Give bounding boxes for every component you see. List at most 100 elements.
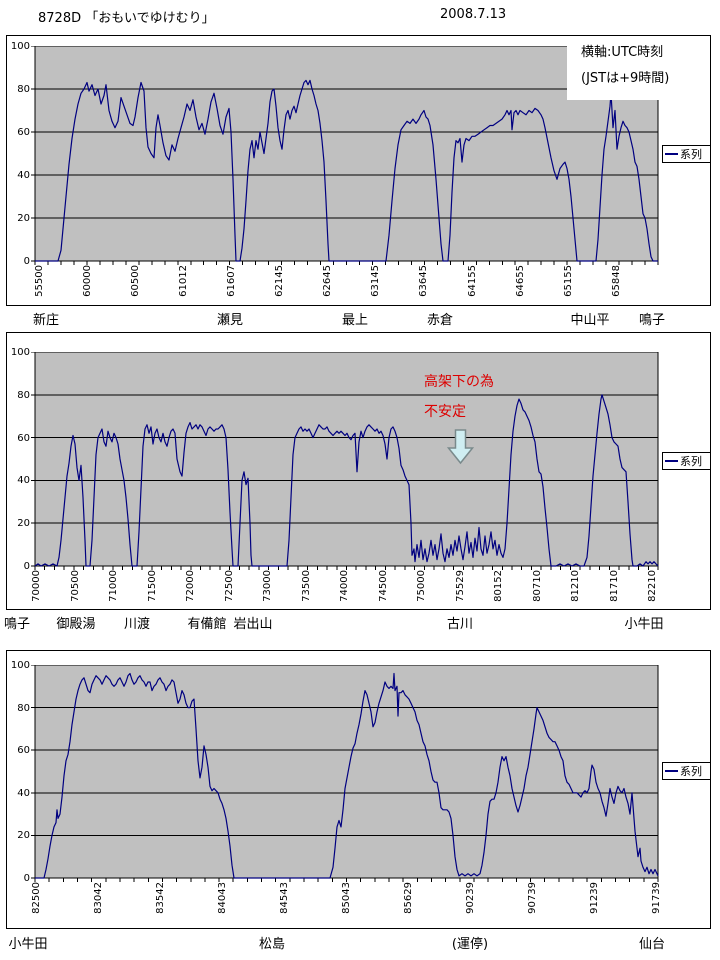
axis-note: 横軸:UTC時刻 (JSTは+9時間) — [567, 41, 710, 100]
y-tick-label: 40 — [17, 170, 30, 181]
x-tick-label: 74500 — [377, 570, 389, 602]
x-tick-label: 73000 — [262, 570, 273, 602]
x-tick-label: 62645 — [322, 265, 334, 297]
x-tick-label: 64655 — [514, 265, 526, 297]
axis-note-line2: (JSTは+9時間) — [581, 71, 670, 86]
station-label-中山平: 中山平 — [570, 313, 610, 328]
series-line-系列 — [35, 79, 658, 262]
legend-chart2: 系列 — [662, 452, 711, 470]
red-annotation-line1: 高架下の為 — [424, 374, 494, 390]
red-annotation-line2: 不安定 — [424, 404, 466, 420]
y-tick-label: 0 — [23, 561, 30, 572]
x-tick-label: 63645 — [418, 265, 430, 297]
x-tick-label: 61012 — [178, 265, 190, 297]
station-label-仙台: 仙台 — [638, 937, 666, 952]
x-tick-label: 80710 — [531, 570, 543, 602]
x-tick-label: 83542 — [155, 882, 166, 914]
x-tick-label: 90739 — [527, 882, 538, 914]
x-tick-label: 60000 — [82, 265, 94, 297]
x-tick-label: 91739 — [651, 882, 662, 914]
station-label-川渡: 川渡 — [123, 617, 151, 632]
y-tick-label: 40 — [17, 475, 30, 487]
station-label-小牛田: 小牛田 — [624, 617, 664, 632]
x-tick-label: 71500 — [146, 570, 158, 602]
legend-series-line-swatch — [665, 460, 678, 462]
y-tick-label: 40 — [17, 787, 30, 799]
legend-series-line-swatch — [665, 153, 678, 155]
station-label-新庄: 新庄 — [32, 313, 60, 328]
x-tick-label: 85629 — [403, 882, 414, 914]
legend-series-label: 系列 — [680, 764, 702, 778]
x-tick-label: 62145 — [274, 265, 286, 297]
station-label-瀬見: 瀬見 — [216, 313, 244, 328]
legend-series-label: 系列 — [680, 147, 702, 161]
y-tick-label: 100 — [10, 660, 30, 671]
down-arrow-icon — [447, 429, 474, 465]
y-tick-label: 60 — [17, 127, 30, 138]
station-label-赤倉: 赤倉 — [426, 313, 454, 328]
station-label-鳴子: 鳴子 — [638, 313, 666, 328]
legend-series-line-swatch — [665, 770, 678, 772]
x-tick-label: 60500 — [130, 265, 142, 297]
x-tick-label: 83042 — [93, 882, 104, 914]
legend-series-label: 系列 — [680, 454, 702, 468]
x-tick-label: 63145 — [370, 265, 382, 297]
y-tick-label: 80 — [17, 84, 30, 95]
legend-chart1: 系列 — [662, 145, 711, 163]
plot-background — [34, 665, 659, 879]
station-label-古川: 古川 — [446, 617, 474, 632]
x-tick-label: 72500 — [223, 570, 235, 602]
x-tick-label: 85043 — [341, 882, 352, 914]
plot-background — [34, 352, 659, 567]
x-tick-label: 81210 — [570, 570, 581, 602]
x-tick-label: 55500 — [34, 265, 45, 297]
station-label-有備館: 有備館 — [187, 617, 227, 632]
station-label-岩出山: 岩出山 — [233, 617, 273, 632]
axis-note-line1: 横軸:UTC時刻 — [581, 45, 664, 60]
x-tick-label: 65848 — [610, 265, 622, 297]
x-tick-label: 73500 — [300, 570, 312, 602]
y-tick-label: 60 — [17, 432, 30, 444]
plot-background — [34, 46, 659, 262]
x-tick-label: 72000 — [185, 570, 196, 602]
y-tick-label: 100 — [10, 347, 30, 358]
x-tick-label: 84043 — [217, 882, 228, 914]
x-tick-label: 80152 — [493, 570, 504, 602]
x-tick-label: 64155 — [466, 265, 478, 297]
train-title: 8728D 「おもいでゆけむり」 — [38, 11, 215, 26]
y-tick-label: 20 — [17, 830, 30, 842]
x-tick-label: 74000 — [339, 570, 350, 602]
x-tick-label: 70000 — [31, 570, 42, 602]
x-tick-label: 61607 — [226, 265, 238, 297]
station-label-鳴子: 鳴子 — [3, 617, 31, 632]
station-label-(運停): (運停) — [451, 937, 489, 952]
station-label-小牛田: 小牛田 — [8, 937, 48, 952]
series-line-系列 — [35, 672, 659, 879]
legend-chart3: 系列 — [662, 762, 711, 780]
station-label-御殿湯: 御殿湯 — [56, 617, 96, 632]
date-label: 2008.7.13 — [440, 7, 507, 22]
x-tick-label: 91239 — [589, 882, 600, 914]
station-label-松島: 松島 — [258, 937, 286, 952]
x-tick-label: 75529 — [454, 570, 466, 602]
y-tick-label: 0 — [23, 256, 30, 267]
y-tick-label: 20 — [17, 213, 30, 224]
x-tick-label: 82210 — [647, 570, 658, 602]
y-tick-label: 80 — [17, 389, 30, 401]
x-tick-label: 65155 — [562, 265, 574, 297]
x-tick-label: 84543 — [279, 882, 290, 914]
y-tick-label: 60 — [17, 745, 30, 757]
y-tick-label: 20 — [17, 518, 30, 530]
y-tick-label: 100 — [10, 41, 30, 52]
y-tick-label: 0 — [23, 873, 30, 884]
x-tick-label: 81710 — [608, 570, 620, 602]
plot-area-chart-3 — [31, 665, 659, 882]
y-tick-label: 80 — [17, 702, 30, 714]
series-line-系列 — [34, 394, 659, 567]
x-tick-label: 82500 — [31, 882, 42, 914]
x-tick-label: 75000 — [416, 570, 427, 602]
x-tick-label: 71000 — [108, 570, 119, 602]
x-tick-label: 70500 — [69, 570, 81, 602]
station-label-最上: 最上 — [341, 313, 369, 328]
